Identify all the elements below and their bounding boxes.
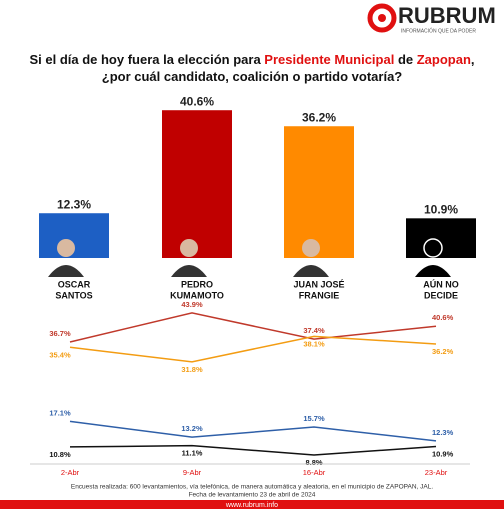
candidate-name: FRANGIE: [299, 290, 340, 300]
bar-value-label: 12.3%: [57, 197, 91, 211]
title-line: Si el día de hoy fuera la elección para …: [29, 52, 474, 67]
logo-name: RUBRUM: [398, 3, 496, 28]
title-part: Presidente Municipal: [264, 52, 394, 67]
line-value-label: 10.9%: [432, 449, 454, 458]
line-value-label: 13.2%: [181, 424, 203, 433]
bar-value-label: 36.2%: [302, 110, 336, 124]
photo-head: [302, 239, 320, 257]
line-value-label: 36.7%: [49, 329, 71, 338]
line-value-label: 35.4%: [49, 350, 71, 359]
line-value-label: 17.1%: [49, 408, 71, 417]
bar-value-label: 40.6%: [180, 94, 214, 108]
x-tick-label: 9-Abr: [183, 468, 202, 477]
footnote: Fecha de levantamiento 23 de abril de 20…: [189, 492, 316, 499]
bar: [284, 126, 354, 259]
photo-body: [48, 265, 84, 277]
footer: www.rubrum.info: [225, 502, 278, 509]
logo-tagline: INFORMACIÓN QUE DA PODER: [401, 27, 476, 34]
line: [69, 312, 437, 343]
line-value-label: 36.2%: [432, 347, 454, 356]
title: Si el día de hoy fuera la elección para …: [29, 52, 474, 84]
line: [69, 335, 437, 363]
candidate-name: KUMAMOTO: [170, 290, 224, 300]
line-value-label: 38.1%: [303, 339, 325, 348]
x-tick-label: 2-Abr: [61, 468, 80, 477]
footnote: Encuesta realizada: 600 levantamientos, …: [71, 484, 433, 491]
photo-head: [57, 239, 75, 257]
title-part: Si el día de hoy fuera la elección para: [29, 52, 264, 67]
line-value-label: 11.1%: [182, 449, 203, 458]
line: [69, 444, 437, 456]
title-part: ,: [471, 52, 475, 67]
line-value-label: 43.9%: [181, 300, 203, 309]
title-part: Zapopan: [417, 52, 471, 67]
title-part: de: [394, 52, 416, 67]
line-value-label: 10.8%: [49, 450, 71, 459]
line-value-label: 31.8%: [181, 365, 203, 374]
line: [69, 420, 437, 442]
photo-body: [415, 265, 451, 277]
line-value-label: 37.4%: [303, 326, 325, 335]
photo-head: [180, 239, 198, 257]
line-value-label: 15.7%: [303, 414, 325, 423]
candidate-name: OSCAR: [58, 279, 91, 289]
candidate-name: DECIDE: [424, 290, 458, 300]
title-part: ¿por cuál candidato, coalición o partido…: [102, 69, 403, 84]
bar: [162, 110, 232, 258]
candidate-name: JUAN JOSÉ: [293, 279, 344, 289]
title-line: ¿por cuál candidato, coalición o partido…: [102, 69, 403, 84]
line-value-label: 12.3%: [432, 428, 454, 437]
logo-dot: [378, 14, 386, 22]
footer-band: [0, 500, 504, 509]
photo-body: [171, 265, 207, 277]
candidate-name: AÚN NO: [423, 278, 459, 289]
photo-body: [293, 265, 329, 277]
x-tick-label: 16-Abr: [303, 468, 326, 477]
bar-value-label: 10.9%: [424, 202, 458, 216]
candidate-name: PEDRO: [181, 279, 213, 289]
logo-mark: [367, 3, 397, 33]
line-value-label: 40.6%: [432, 313, 454, 322]
candidate-name: SANTOS: [55, 290, 92, 300]
x-tick-label: 23-Abr: [425, 468, 448, 477]
line-value-label: 8.8%: [305, 458, 322, 467]
photo-head: [423, 238, 443, 258]
